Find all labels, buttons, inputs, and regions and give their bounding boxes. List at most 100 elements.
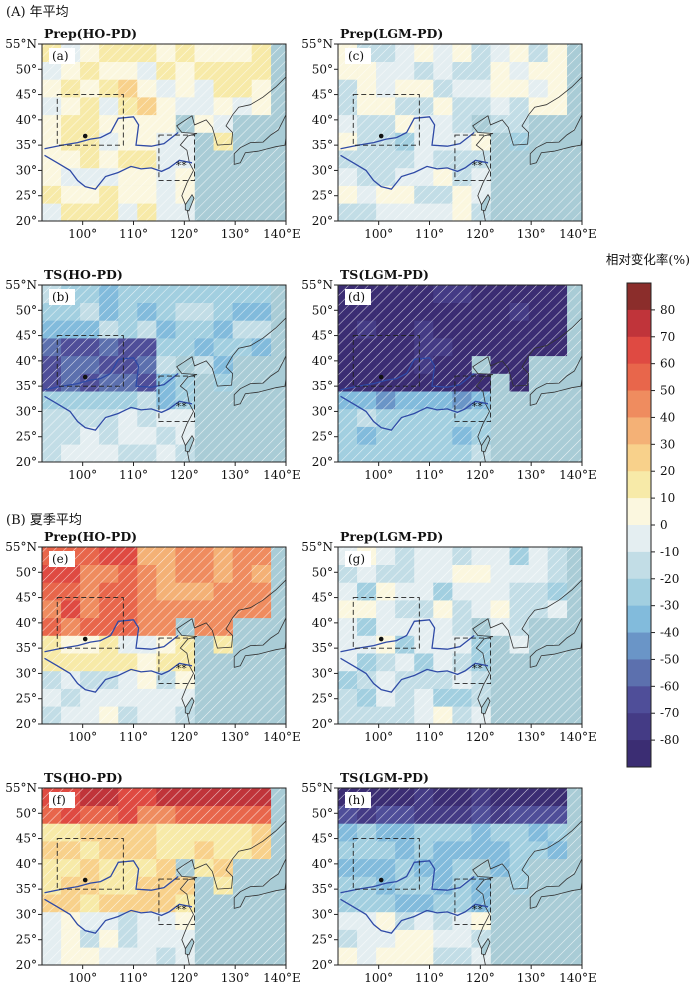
colorbar-tick-label: 60 xyxy=(660,357,675,371)
colorbar-segment xyxy=(627,551,651,580)
site-marker xyxy=(378,636,384,642)
significance-hatching xyxy=(42,788,286,965)
panel-tag-box xyxy=(49,551,75,567)
lat-tick-label: 25° xyxy=(312,933,333,947)
lat-tick-label: 55°N xyxy=(5,540,37,554)
region-box-northwest xyxy=(56,597,124,649)
lon-tick-label: 140°E xyxy=(263,227,301,241)
site-asterisks: ** xyxy=(472,159,484,172)
lon-tick-label: 130° xyxy=(221,730,250,744)
yellow-river xyxy=(340,357,475,391)
colorbar-tick-label: -30 xyxy=(660,599,679,613)
colorbar-segment xyxy=(627,283,651,311)
colorbar-segment xyxy=(627,336,651,365)
colorbar-segment xyxy=(627,309,651,338)
lat-tick-label: 50° xyxy=(16,62,37,76)
lon-tick-label: 100° xyxy=(364,730,393,744)
colorbar-tick-label: 70 xyxy=(660,330,675,344)
lat-tick-label: 50° xyxy=(16,565,37,579)
panel-tag: (d) xyxy=(348,290,365,304)
panel-tag: (g) xyxy=(348,552,365,566)
lat-tick-label: 25° xyxy=(312,189,333,203)
lat-tick-label: 40° xyxy=(312,616,333,630)
coastline xyxy=(176,317,286,462)
colorbar-tick-label: -10 xyxy=(660,545,679,559)
coastline xyxy=(472,317,582,462)
colorbar-title: 相对变化率(%) xyxy=(606,252,690,267)
panel-title: Prep(LGM-PD) xyxy=(340,529,443,544)
lon-tick-label: 120° xyxy=(466,468,495,482)
lon-tick-label: 140°E xyxy=(263,971,301,985)
yellow-river xyxy=(340,619,475,653)
lon-tick-label: 100° xyxy=(364,227,393,241)
lat-tick-label: 25° xyxy=(16,933,37,947)
colorbar-tick-label: -60 xyxy=(660,679,679,693)
coastline xyxy=(472,579,582,724)
lon-tick-label: 130° xyxy=(517,468,546,482)
panel-frame xyxy=(41,787,287,966)
lat-tick-label: 35° xyxy=(16,138,37,152)
lon-tick-label: 140°E xyxy=(559,971,597,985)
yangtze-river xyxy=(44,154,193,190)
colorbar-segment xyxy=(627,444,651,472)
lat-tick-label: 45° xyxy=(16,329,37,343)
lat-tick-label: 55°N xyxy=(301,37,333,51)
lon-tick-label: 140°E xyxy=(263,730,301,744)
lon-tick-label: 120° xyxy=(466,227,495,241)
japan-coastline xyxy=(233,355,286,406)
panel-tag-box xyxy=(345,792,371,808)
significance-hatching xyxy=(42,285,286,462)
lon-tick-label: 130° xyxy=(517,227,546,241)
lon-tick-label: 120° xyxy=(466,971,495,985)
panel-tag: (e) xyxy=(52,552,68,566)
lat-tick-label: 25° xyxy=(16,692,37,706)
lat-tick-label: 25° xyxy=(312,692,333,706)
lat-tick-label: 45° xyxy=(16,591,37,605)
yellow-river xyxy=(340,116,475,150)
yellow-river xyxy=(44,357,179,391)
lat-tick-label: 40° xyxy=(16,354,37,368)
colorbar-tick-label: 0 xyxy=(660,518,668,532)
lon-tick-label: 110° xyxy=(119,730,148,744)
lon-tick-label: 100° xyxy=(68,730,97,744)
panel-b: ** (b) TS(HO-PD) 20° 25° 30° 35° 40° 45° 50° 55°N 1… xyxy=(5,267,301,482)
panel-title: TS(LGM-PD) xyxy=(340,770,429,785)
yellow-river xyxy=(44,619,179,653)
lat-tick-label: 40° xyxy=(16,616,37,630)
lat-tick-label: 40° xyxy=(312,354,333,368)
panel-f: ** (f) TS(HO-PD) 20° 25° 30° 35° 40° 45° 50° 55°N 1… xyxy=(5,770,301,985)
lat-tick-label: 55°N xyxy=(301,278,333,292)
lat-tick-label: 40° xyxy=(312,857,333,871)
lat-tick-label: 35° xyxy=(312,379,333,393)
lon-tick-label: 110° xyxy=(119,971,148,985)
panel-frame xyxy=(337,43,583,222)
panel-tag-box xyxy=(345,48,371,64)
lon-tick-label: 110° xyxy=(119,227,148,241)
colorbar-segment xyxy=(627,471,651,499)
panel-d: ** (d) TS(LGM-PD) 20° 25° 30° 35° 40° 45° 50° 55°N… xyxy=(301,267,597,482)
japan-coastline xyxy=(529,858,582,909)
colorbar-tick-label: 80 xyxy=(660,303,675,317)
taiwan-coastline xyxy=(184,696,195,715)
lat-tick-label: 35° xyxy=(16,379,37,393)
taiwan-coastline xyxy=(184,937,195,956)
lat-tick-label: 45° xyxy=(16,88,37,102)
panel-tag-box xyxy=(49,48,75,64)
lat-tick-label: 25° xyxy=(312,430,333,444)
lat-tick-label: 55°N xyxy=(301,540,333,554)
colorbar-segment xyxy=(627,525,651,553)
colorbar-tick-label: 50 xyxy=(660,384,675,398)
yellow-river xyxy=(44,116,179,150)
section-b-label: (B) 夏季平均 xyxy=(6,513,82,528)
lat-tick-label: 30° xyxy=(312,666,333,680)
japan-coastline xyxy=(233,617,286,668)
lon-tick-label: 140°E xyxy=(559,730,597,744)
colorbar-tick-label: -50 xyxy=(660,652,679,666)
lon-tick-label: 120° xyxy=(170,227,199,241)
coastline xyxy=(176,579,286,724)
site-asterisks: ** xyxy=(176,662,188,675)
lon-tick-label: 140°E xyxy=(559,468,597,482)
site-marker xyxy=(82,877,88,883)
panel-h: ** (h) TS(LGM-PD) 20° 25° 30° 35° 40° 45° 50° 55°N… xyxy=(301,770,597,985)
colorbar-segment xyxy=(627,713,651,741)
